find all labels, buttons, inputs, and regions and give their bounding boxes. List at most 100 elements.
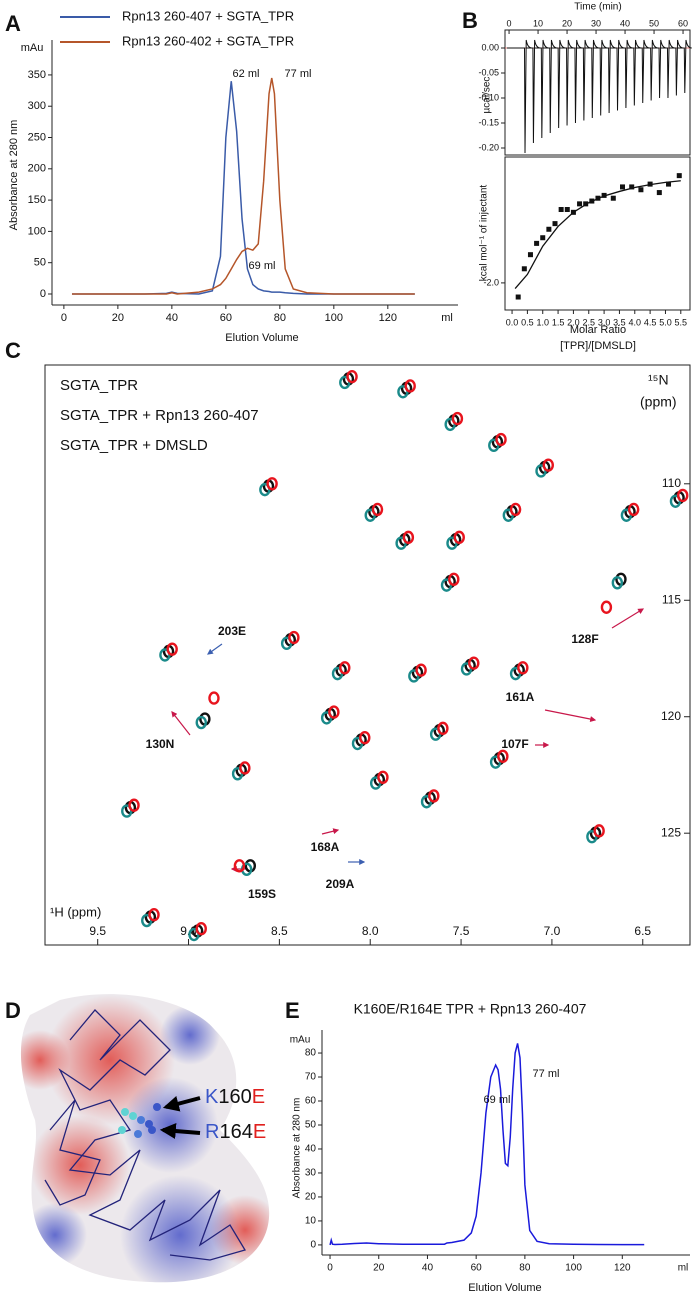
injection-peak [542, 39, 558, 134]
nmr-peak [195, 715, 207, 730]
data-point [564, 207, 570, 213]
data-point [515, 294, 521, 300]
atom [148, 1126, 156, 1134]
y-tick-label: 200 [28, 163, 46, 175]
annotation: 161A [506, 690, 535, 704]
nmr-peak [517, 661, 529, 675]
y-label: kcal mol⁻¹ of injectant [479, 185, 490, 282]
residue: R [205, 1121, 219, 1143]
x-tick-label: 60 [220, 312, 232, 324]
nmr-peak [377, 770, 389, 784]
annotation: 168A [311, 840, 340, 854]
x-label: [TPR]/[DMSLD] [560, 340, 636, 352]
x-tick-label: 3.0 [598, 317, 611, 327]
protein-structure: D K160E R164E [5, 994, 270, 1283]
nmr-peak [600, 600, 613, 614]
annotation: 203E [218, 624, 246, 638]
y-tick-label: 50 [305, 1120, 317, 1131]
y-tick-label: 70 [305, 1072, 317, 1083]
injection-peak [517, 39, 533, 154]
nmr-peak [404, 379, 416, 393]
x-tick-label: 50 [649, 18, 659, 28]
x-tick-label: 6.5 [634, 924, 651, 938]
y-unit: mAu [290, 1035, 311, 1046]
x-tick-label: 20 [112, 312, 124, 324]
x-tick-label: 8.5 [271, 924, 288, 938]
y-tick-label: 120 [661, 709, 681, 723]
data-point [577, 201, 583, 207]
legend-label: Rpn13 260-407 + SGTA_TPR [122, 8, 294, 23]
arrow [544, 709, 597, 723]
injection-peak [584, 39, 600, 119]
injection-peak [559, 39, 575, 126]
nmr-peak [239, 761, 251, 775]
data-point [540, 235, 546, 241]
nmr-peak [359, 730, 371, 745]
annotation: 159S [248, 887, 276, 901]
atom [145, 1120, 153, 1128]
y-label: ¹⁵N [648, 372, 669, 388]
y-tick-label: -0.15 [478, 117, 499, 127]
y-label: Absorbance at 280 nm [292, 1098, 303, 1199]
annotation: 107F [501, 737, 528, 751]
y-tick-label: 110 [662, 476, 681, 490]
y-tick-label: 300 [28, 100, 46, 112]
nmr-peak [627, 502, 640, 517]
title: K160E/R164E TPR + Rpn13 260-407 [354, 1001, 587, 1017]
x-unit: ml [678, 1263, 689, 1274]
x-tick-label: 20 [562, 18, 572, 28]
x-label: Elution Volume [468, 1282, 541, 1294]
annotation: 69 ml [484, 1094, 511, 1106]
nmr-peak [451, 411, 464, 426]
y-tick-label: -0.10 [478, 92, 499, 102]
x-tick-label: 5.5 [675, 317, 688, 327]
atom [137, 1116, 145, 1124]
nmr-peak [166, 642, 178, 656]
x-tick-label: 8.0 [362, 924, 379, 938]
data-point [521, 266, 527, 272]
nmr-peak [468, 656, 480, 670]
nmr-peak [453, 530, 465, 545]
y-tick-label: 115 [662, 592, 681, 606]
x-tick-label: 10 [533, 18, 543, 28]
x-tick-label: 1.5 [552, 317, 565, 327]
data-line [329, 1043, 645, 1246]
mutation-label: K160E [205, 1086, 265, 1108]
arrow [162, 1095, 201, 1112]
nmr-peak [346, 369, 358, 384]
x-tick-label: 1.0 [536, 317, 549, 327]
fit-line [514, 180, 681, 289]
data-point [583, 201, 589, 207]
injection-peak [550, 39, 566, 129]
y-label: Absorbance at 280 nm [8, 120, 20, 231]
data-point [527, 252, 533, 258]
nmr-peak [497, 749, 509, 764]
data-point [666, 181, 672, 187]
arrow [611, 608, 645, 629]
nmr-peak [448, 572, 460, 586]
plot-frame [44, 364, 691, 946]
y-tick-label: -0.05 [478, 67, 499, 77]
nmr-peak [208, 691, 220, 705]
positive-patch [120, 1175, 240, 1283]
annotation: 128F [571, 632, 598, 646]
nmr-peak [266, 477, 278, 491]
data-point [546, 226, 552, 232]
nmr-peak [148, 908, 160, 922]
nmr-peak [328, 705, 340, 719]
y-tick-label: 30 [305, 1168, 317, 1179]
data-point [620, 184, 626, 190]
x-tick-label: 100 [325, 312, 343, 324]
nmr-peak [288, 630, 300, 645]
y-unit: mAu [21, 42, 44, 54]
injection-peak [643, 39, 659, 101]
data-point [558, 207, 564, 213]
x-tick-label: 40 [620, 18, 630, 28]
injection-peak [651, 39, 667, 99]
x-tick-label: 0 [61, 312, 67, 324]
x-tick-label: 0.5 [521, 317, 534, 327]
mutation-label: R164E [205, 1121, 266, 1143]
panel: C [5, 338, 21, 363]
annotation: 62 ml [233, 68, 260, 80]
